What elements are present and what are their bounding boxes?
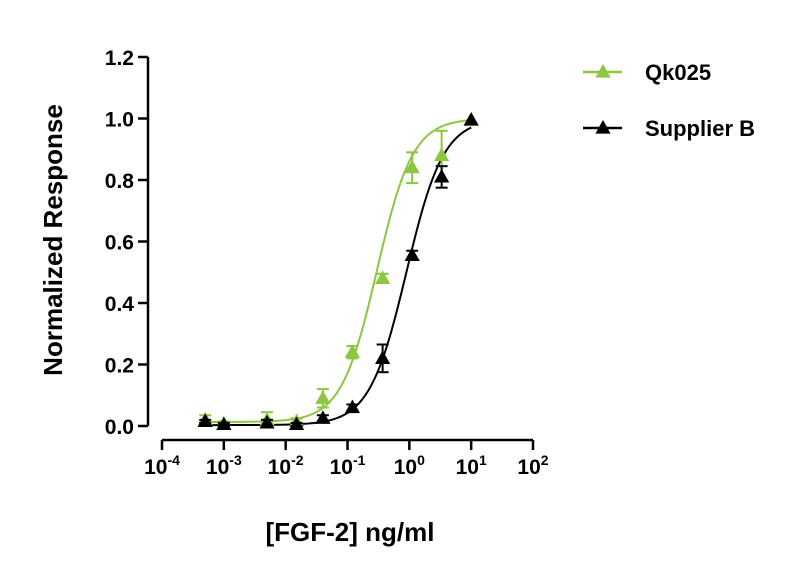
data-point-qk025 <box>344 344 360 358</box>
data-point-qk025 <box>375 270 391 284</box>
y-tick-label: 1.0 <box>105 109 134 132</box>
y-tick-label: 0.4 <box>105 293 135 316</box>
legend-label: Qk025 <box>645 60 711 85</box>
y-tick-label: 0.6 <box>105 232 134 255</box>
y-tick-label: 0.0 <box>105 416 134 439</box>
legend-item-qk025: Qk025 <box>583 60 711 85</box>
legend-item-supplier-b: Supplier B <box>583 116 755 141</box>
x-tick-label: 102 <box>517 452 548 479</box>
x-tick-label: 10-2 <box>268 452 304 479</box>
data-point-supplier-b <box>375 350 391 364</box>
data-point-supplier-b <box>259 414 275 429</box>
y-tick-label: 0.2 <box>105 355 134 378</box>
y-tick-label: 1.2 <box>105 47 134 70</box>
data-point-supplier-b <box>463 112 479 126</box>
x-tick-label: 10-4 <box>144 452 180 479</box>
legend: Qk025 Supplier B <box>583 60 755 141</box>
legend-label: Supplier B <box>645 116 755 141</box>
y-tick-label: 0.8 <box>105 170 135 193</box>
legend-marker <box>595 64 611 78</box>
x-tick-label: 100 <box>394 452 425 479</box>
data-point-supplier-b <box>216 416 232 431</box>
fit-curve-supplier-b <box>205 126 472 427</box>
data-point-supplier-b <box>344 399 360 414</box>
data-point-supplier-b <box>315 410 331 424</box>
x-tick-label: 10-1 <box>330 452 366 479</box>
x-tick-label: 101 <box>456 452 487 479</box>
axes: 0.0 0.2 0.4 0.6 0.8 1.0 1.2 10-4 10-3 10-2 10-1 100… <box>105 47 549 479</box>
data-point-qk025 <box>315 390 331 404</box>
data-point-supplier-b <box>197 413 213 427</box>
data-point-qk025 <box>434 147 450 161</box>
x-axis-label: [FGF-2] ng/ml <box>266 517 435 547</box>
data-point-supplier-b <box>288 416 305 431</box>
fit-curves <box>205 119 472 427</box>
legend-marker <box>595 120 611 134</box>
data-point-qk025 <box>404 159 420 174</box>
data-points <box>197 112 479 431</box>
data-point-supplier-b <box>434 168 450 183</box>
data-point-supplier-b <box>404 247 420 261</box>
x-tick-label: 10-3 <box>206 452 242 479</box>
y-axis-label: Normalized Response <box>38 104 68 376</box>
fit-curve-qk025 <box>205 119 472 423</box>
